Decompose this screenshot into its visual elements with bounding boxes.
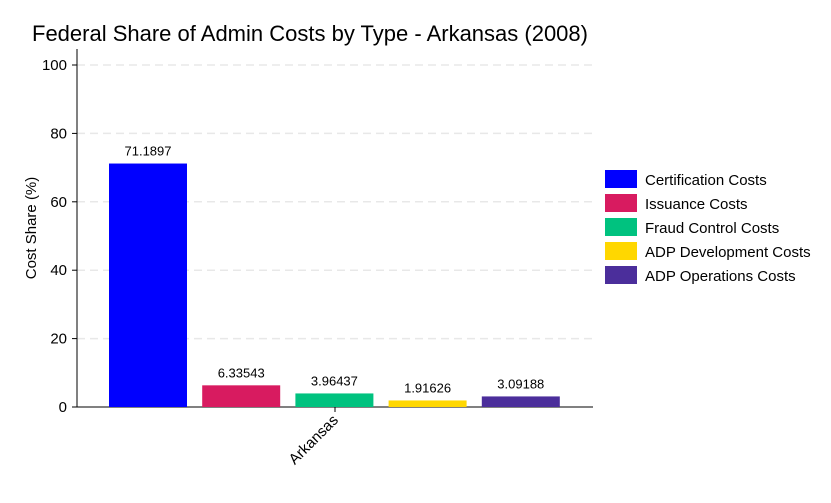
bar-fraud-control-costs (295, 393, 374, 407)
legend-label: ADP Operations Costs (645, 268, 796, 285)
legend-swatch (605, 194, 637, 212)
legend-label: Certification Costs (645, 172, 767, 189)
chart-title: Federal Share of Admin Costs by Type - A… (32, 21, 588, 46)
data-label: 1.91626 (404, 380, 451, 395)
y-tick-label: 60 (50, 194, 67, 211)
legend-label: Issuance Costs (645, 196, 748, 213)
x-tick-label: Arkansas (286, 412, 342, 468)
y-tick-label: 0 (59, 399, 67, 416)
data-labels: 71.1897 6.33543 3.96437 1.91626 3.09188 (125, 144, 545, 396)
legend-swatch (605, 218, 637, 236)
x-tick-labels: Arkansas (286, 407, 342, 468)
bar-adp-development-costs (388, 400, 467, 407)
data-label: 6.33543 (218, 365, 265, 380)
legend-label: ADP Development Costs (645, 244, 811, 261)
data-label: 3.09188 (497, 376, 544, 391)
legend-swatch (605, 266, 637, 284)
bar-issuance-costs (202, 385, 281, 407)
y-tick-label: 20 (50, 331, 67, 348)
bar-adp-operations-costs (481, 396, 560, 407)
y-tick-label: 100 (42, 57, 67, 74)
bar-certification-costs (109, 163, 187, 407)
legend: Certification Costs Issuance Costs Fraud C… (605, 170, 811, 285)
legend-swatch (605, 242, 637, 260)
legend-swatch (605, 170, 637, 188)
y-tick-label: 80 (50, 125, 67, 142)
data-label: 71.1897 (125, 144, 172, 159)
y-axis-title: Cost Share (%) (23, 177, 40, 280)
y-tick-label: 40 (50, 262, 67, 279)
legend-label: Fraud Control Costs (645, 220, 779, 237)
bars (109, 163, 560, 407)
y-tick-labels: 0 20 40 60 80 100 (42, 57, 77, 416)
data-label: 3.96437 (311, 373, 358, 388)
